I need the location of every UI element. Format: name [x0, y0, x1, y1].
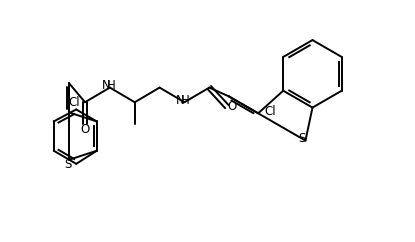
Text: N: N [102, 79, 110, 92]
Text: O: O [227, 100, 237, 113]
Text: S: S [64, 158, 72, 171]
Text: Cl: Cl [264, 105, 276, 118]
Text: S: S [298, 132, 305, 145]
Text: H: H [107, 79, 115, 92]
Text: H: H [181, 94, 190, 107]
Text: Cl: Cl [68, 96, 80, 109]
Text: N: N [176, 94, 185, 107]
Text: O: O [81, 123, 90, 136]
